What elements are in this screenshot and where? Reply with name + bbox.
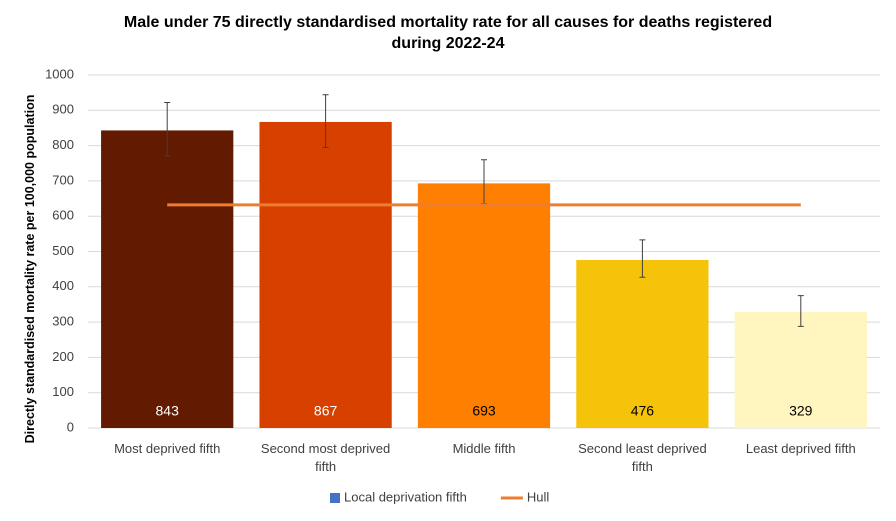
data-label: 693	[472, 403, 496, 419]
error-bar	[164, 102, 171, 157]
x-tick-label: Most deprived fifth	[114, 441, 221, 456]
x-tick-label: Second least deprived fifth	[578, 441, 707, 474]
bar	[734, 311, 867, 428]
data-label: 329	[789, 403, 813, 419]
error-bar	[322, 94, 329, 148]
y-tick-label: 0	[67, 419, 74, 434]
legend-label: Hull	[527, 489, 550, 504]
y-tick-label: 300	[52, 314, 74, 329]
data-label: 867	[314, 403, 338, 419]
y-tick-label: 700	[52, 172, 74, 187]
bar	[576, 259, 709, 428]
x-tick-label: Least deprived fifth	[745, 441, 856, 456]
bar	[259, 121, 392, 428]
y-tick-label: 900	[52, 102, 74, 117]
x-tick-label: Second most deprived fifth	[260, 441, 391, 474]
bar	[101, 130, 234, 428]
chart-title: Male under 75 directly standardised mort…	[123, 14, 773, 52]
y-tick-label: 800	[52, 137, 74, 152]
y-tick-label: 400	[52, 278, 74, 293]
y-tick-label: 500	[52, 243, 74, 258]
y-tick-label: 600	[52, 208, 74, 223]
x-tick-label: Middle fifth	[452, 441, 516, 456]
data-label: 476	[631, 403, 655, 419]
bar	[417, 183, 551, 428]
legend-swatch	[330, 493, 340, 503]
data-label: 843	[156, 403, 180, 419]
y-tick-label: 200	[52, 349, 74, 364]
y-tick-label: 100	[52, 384, 74, 399]
legend-label: Local deprivation fifth	[344, 489, 467, 504]
y-tick-label: 1000	[45, 66, 74, 81]
error-bar	[639, 239, 646, 278]
error-bar	[797, 295, 804, 327]
